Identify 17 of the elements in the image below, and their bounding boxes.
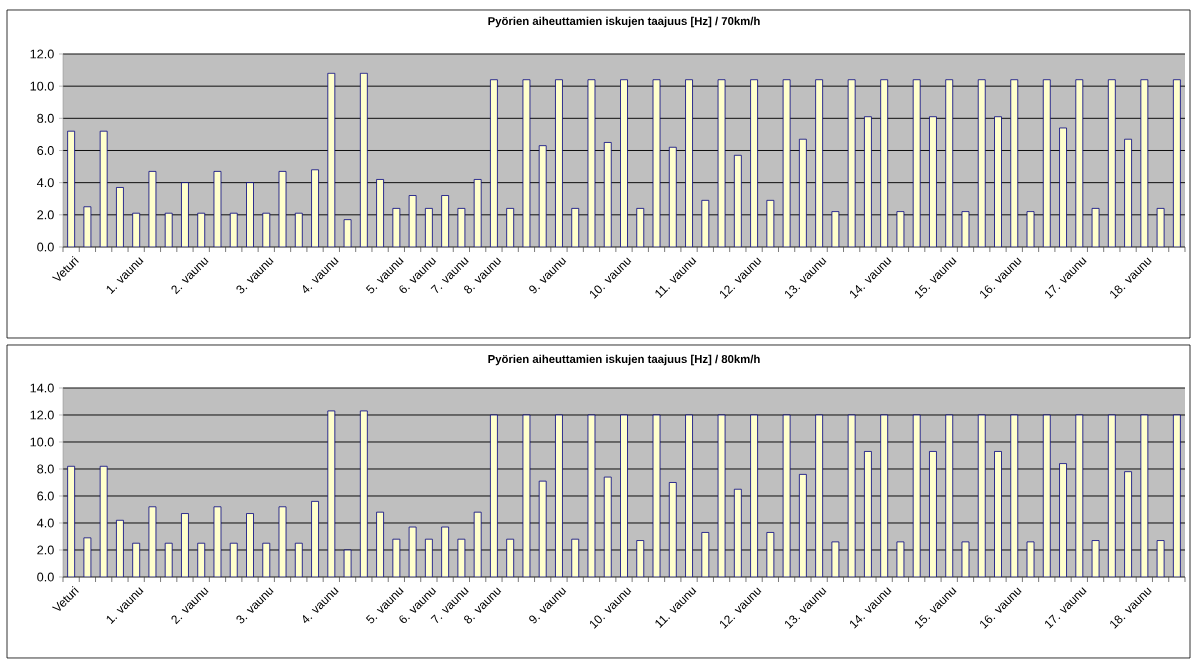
y-tick-label: 12.0 [30, 49, 54, 59]
y-tick-label: 10.0 [30, 437, 54, 447]
y-tick-label: 6.0 [37, 146, 54, 155]
y-tick-label: 8.0 [37, 113, 54, 123]
y-tick-label: 14.0 [30, 383, 54, 393]
y-tick-label: 6.0 [37, 491, 54, 501]
y-tick-label: 4.0 [36, 518, 54, 528]
y-tick-label: 4.0 [36, 178, 54, 188]
y-tick-label: 2.0 [37, 210, 54, 220]
y-tick-label: 12.0 [30, 410, 54, 420]
y-tick-label: 0.0 [37, 572, 54, 582]
y-tick-label: 8.0 [37, 464, 54, 474]
chart-title: Pyörien aiheuttamien iskujen taajuus [Hz] / 80km/h [488, 354, 760, 366]
y-tick-label: 10.0 [30, 81, 54, 91]
y-tick-label: 2.0 [37, 545, 54, 555]
chart-title: Pyörien aiheuttamien iskujen taajuus [Hz] / 70km/h [488, 16, 760, 28]
y-tick-label: 0.0 [37, 242, 54, 252]
